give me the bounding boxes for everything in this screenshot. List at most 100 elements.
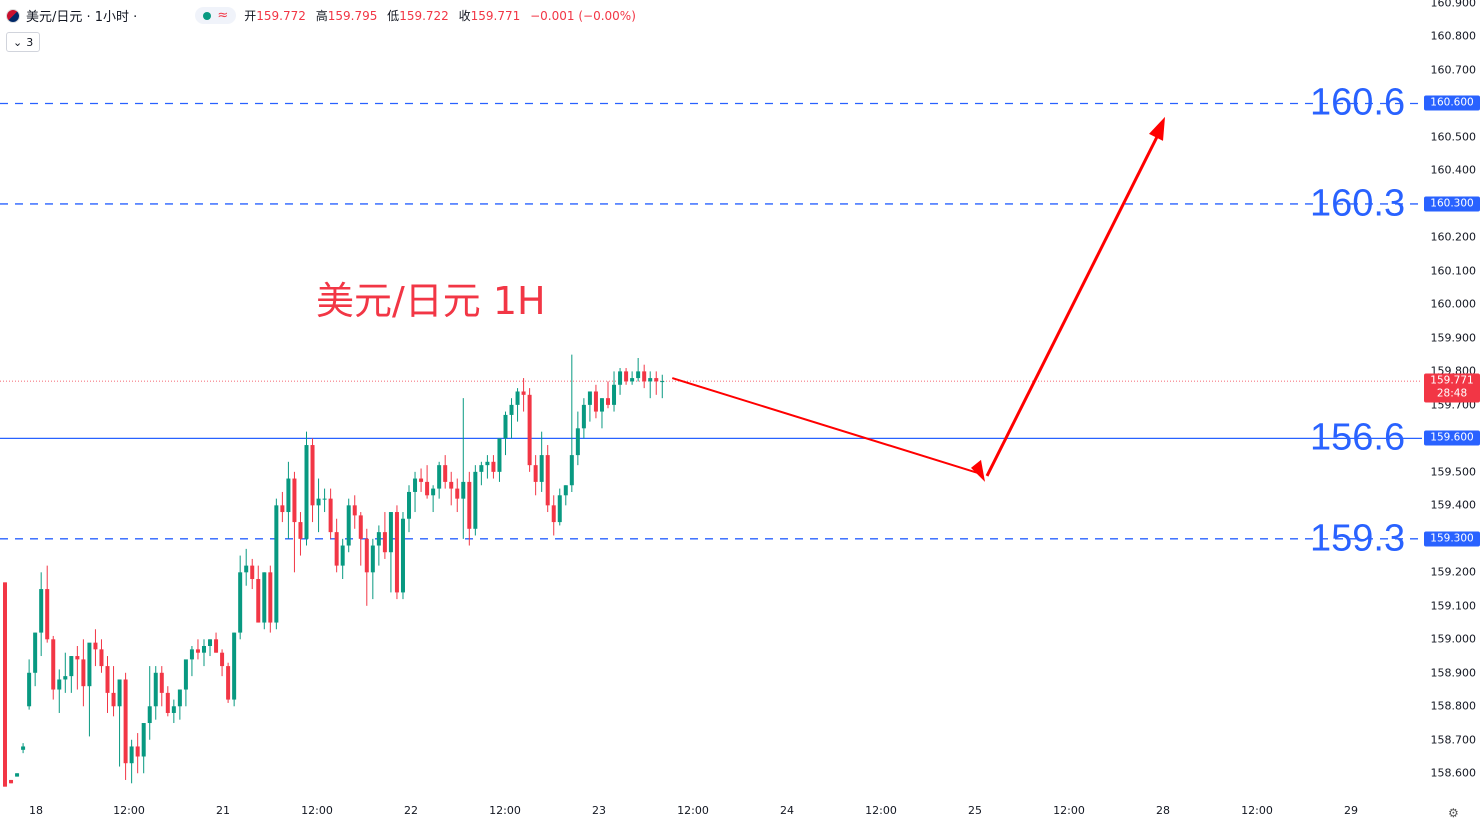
candle-body <box>189 649 194 660</box>
candle-body <box>485 461 490 466</box>
candle-body <box>636 371 641 379</box>
indicators-toggle-button[interactable]: ⌄ 3 <box>6 32 41 52</box>
price-tick-label: 160.800 <box>1430 29 1477 43</box>
symbol-title[interactable]: 美元/日元 · 1小时 · <box>26 10 138 25</box>
level-price-tag: 159.600 <box>1424 430 1480 446</box>
candle-body <box>606 398 610 405</box>
flag-icon <box>6 8 20 23</box>
chart-area[interactable]: 美元/日元 · 1小时 · ≈ 开159.772 高159.795 低159.7… <box>0 0 1422 800</box>
candle-body <box>503 414 508 439</box>
candle-body <box>346 505 351 546</box>
candle-body <box>75 656 80 660</box>
projection-up-line <box>985 130 1162 477</box>
ohlc-values: 开159.772 高159.795 低159.722 收159.771 −0.0… <box>244 7 642 24</box>
time-tick-label: 29 <box>1344 804 1358 817</box>
price-tick-label: 159.200 <box>1430 565 1477 579</box>
candle-body <box>449 481 454 489</box>
price-tick-label: 160.100 <box>1430 264 1477 278</box>
candle-body <box>612 384 617 405</box>
projection-down-line <box>671 377 982 475</box>
candle-body <box>39 589 44 633</box>
candle-body <box>268 572 273 623</box>
price-tick-label: 159.100 <box>1430 599 1477 613</box>
price-chart[interactable] <box>0 0 1422 800</box>
settings-gear-icon[interactable]: ⚙ <box>1448 806 1459 820</box>
level-price-tag: 160.300 <box>1424 196 1480 212</box>
price-tick-label: 158.600 <box>1430 766 1477 780</box>
price-tick-label: 159.400 <box>1430 498 1477 512</box>
price-axis[interactable]: 160.900 160.800 160.700 160.500 160.400 160.2… <box>1422 0 1484 822</box>
time-tick-label: 22 <box>404 804 418 817</box>
candle-body <box>587 391 592 405</box>
candle-body <box>352 505 357 516</box>
candle-body <box>105 666 110 693</box>
candle-body <box>376 532 381 546</box>
candle-body <box>256 579 261 623</box>
candle-body <box>581 404 586 429</box>
candle-body <box>171 706 176 713</box>
candle-body <box>226 666 231 700</box>
close-label: 收 <box>458 9 471 23</box>
close-value: 159.771 <box>470 9 521 23</box>
candle-body <box>147 706 152 724</box>
candle-body <box>569 455 574 486</box>
candle-body <box>419 478 424 482</box>
candle-body <box>63 676 68 680</box>
chevron-down-icon: ⌄ <box>13 35 23 49</box>
candle-body <box>509 404 514 415</box>
time-tick-label: 12:00 <box>301 804 333 817</box>
level-label: 159.3 <box>1310 517 1406 560</box>
candle-body <box>15 773 20 777</box>
candle-body <box>515 391 520 405</box>
price-tick-label: 160.400 <box>1430 163 1477 177</box>
candle-body <box>21 746 26 750</box>
price-tick-label: 160.500 <box>1430 130 1477 144</box>
candle-body <box>461 481 466 499</box>
candle-body <box>135 746 140 757</box>
candle-body <box>497 438 502 472</box>
level-label: 156.6 <box>1310 416 1406 459</box>
candle-body <box>250 565 255 580</box>
candle-body <box>364 538 369 573</box>
candle-body <box>575 428 580 456</box>
candle-body <box>358 515 363 539</box>
candle-body <box>660 381 665 383</box>
candle-body <box>87 642 92 687</box>
market-status[interactable]: ≈ <box>195 7 237 24</box>
candle-body <box>563 485 568 496</box>
candle-body <box>153 672 158 707</box>
candle-body <box>322 498 327 500</box>
candle-body <box>648 378 653 382</box>
current-price-value: 159.771 <box>1430 374 1474 387</box>
price-tick-label: 158.700 <box>1430 733 1477 747</box>
change-value: −0.001 (−0.00%) <box>530 9 636 23</box>
candle-body <box>467 481 472 529</box>
high-label: 高 <box>315 9 328 23</box>
candle-body <box>599 398 604 412</box>
candle-body <box>232 632 237 700</box>
candle-body <box>382 532 387 553</box>
candle-body <box>292 478 297 523</box>
candle-body <box>117 679 122 707</box>
candle-body <box>165 692 170 713</box>
time-tick-label: 25 <box>968 804 982 817</box>
candle-body <box>183 659 188 690</box>
price-tick-label: 160.900 <box>1430 0 1477 10</box>
price-tick-label: 158.900 <box>1430 666 1477 680</box>
candle-body <box>443 465 448 482</box>
time-tick-label: 12:00 <box>489 804 521 817</box>
open-value: 159.772 <box>256 9 306 23</box>
high-value: 159.795 <box>327 9 378 23</box>
wave-icon: ≈ <box>217 8 229 23</box>
time-tick-label: 12:00 <box>113 804 145 817</box>
candle-body <box>262 572 267 623</box>
candle-body <box>57 679 62 690</box>
time-axis[interactable]: 18 12:00 21 12:00 22 12:00 23 12:00 24 12:00 25 12:… <box>0 800 1422 822</box>
candle-body <box>654 378 659 382</box>
candle-body <box>642 371 647 382</box>
candle-body <box>280 505 285 513</box>
time-tick-label: 12:00 <box>1241 804 1273 817</box>
candle-body <box>431 488 436 496</box>
candle-body <box>539 455 544 482</box>
candle-body <box>316 498 321 506</box>
